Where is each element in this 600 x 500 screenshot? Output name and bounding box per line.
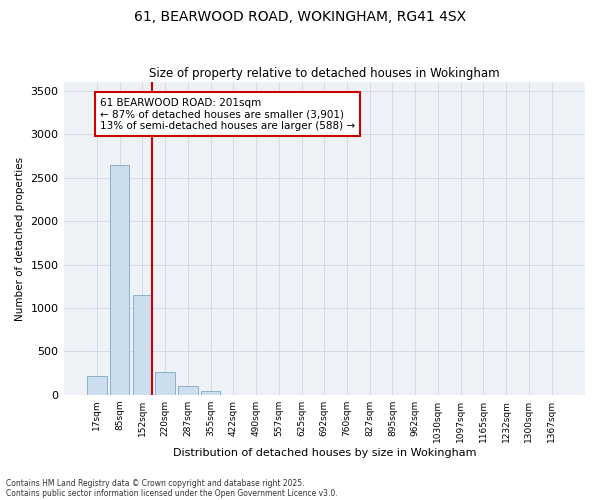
Bar bbox=[87, 376, 107, 395]
Text: 61, BEARWOOD ROAD, WOKINGHAM, RG41 4SX: 61, BEARWOOD ROAD, WOKINGHAM, RG41 4SX bbox=[134, 10, 466, 24]
Bar bbox=[133, 295, 152, 395]
Text: Contains public sector information licensed under the Open Government Licence v3: Contains public sector information licen… bbox=[6, 488, 338, 498]
Text: 61 BEARWOOD ROAD: 201sqm
← 87% of detached houses are smaller (3,901)
13% of sem: 61 BEARWOOD ROAD: 201sqm ← 87% of detach… bbox=[100, 98, 355, 131]
Bar bbox=[110, 164, 130, 395]
Text: Contains HM Land Registry data © Crown copyright and database right 2025.: Contains HM Land Registry data © Crown c… bbox=[6, 478, 305, 488]
Y-axis label: Number of detached properties: Number of detached properties bbox=[15, 156, 25, 320]
Bar bbox=[201, 390, 220, 395]
Bar bbox=[155, 372, 175, 395]
Bar bbox=[178, 386, 197, 395]
X-axis label: Distribution of detached houses by size in Wokingham: Distribution of detached houses by size … bbox=[173, 448, 476, 458]
Title: Size of property relative to detached houses in Wokingham: Size of property relative to detached ho… bbox=[149, 66, 500, 80]
